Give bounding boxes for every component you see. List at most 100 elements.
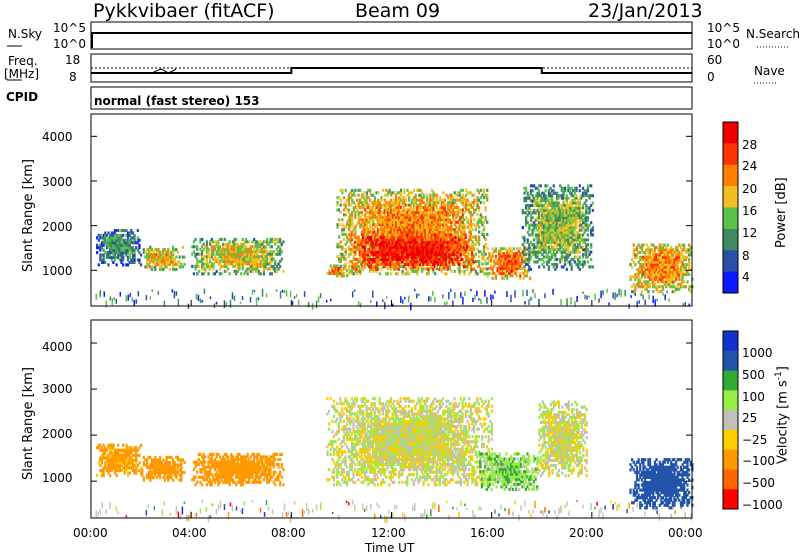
echo-cell — [355, 236, 357, 239]
echo-cell — [462, 189, 464, 192]
echo-cell — [592, 233, 594, 236]
echo-cell — [486, 189, 488, 192]
echo-cell — [210, 296, 212, 299]
echo-cell — [348, 208, 350, 211]
echo-cell — [377, 233, 379, 236]
cpid-panel-frame — [91, 87, 692, 109]
echo-cell — [248, 240, 250, 243]
echo-cell — [426, 194, 428, 197]
echo-cell — [556, 258, 558, 261]
echo-cell — [400, 189, 402, 192]
echo-cell — [338, 235, 340, 238]
echo-cell — [468, 260, 470, 263]
echo-cell — [543, 260, 545, 263]
freq-trace — [91, 68, 692, 73]
echo-cell — [575, 194, 577, 197]
echo-cell — [453, 263, 455, 266]
echo-cell — [444, 302, 446, 306]
echo-cell — [198, 295, 200, 301]
echo-cell — [590, 251, 592, 254]
echo-cell — [543, 265, 545, 268]
echo-cell — [590, 243, 592, 246]
echo-cell — [415, 194, 417, 197]
echo-cell — [112, 298, 114, 305]
echo-cell — [450, 289, 452, 292]
echo-cell — [494, 291, 496, 294]
echo-cell — [576, 296, 578, 302]
echo-cell — [354, 194, 356, 197]
echo-cell — [570, 297, 572, 304]
echo-cell — [458, 263, 460, 266]
echo-cell — [666, 291, 668, 294]
echo-cell — [516, 274, 518, 277]
echo-cell — [446, 302, 448, 305]
echo-cell — [478, 255, 480, 258]
echo-cell — [224, 300, 226, 308]
echo-cell — [668, 298, 670, 301]
echo-cell — [318, 296, 320, 302]
echo-cell — [266, 293, 268, 297]
echo-cell — [421, 233, 423, 236]
echo-cell — [442, 191, 444, 194]
echo-cell — [456, 256, 458, 259]
echo-cell — [606, 289, 608, 293]
echo-cell — [400, 296, 402, 303]
echo-cell — [582, 292, 584, 294]
echo-cell — [587, 260, 589, 263]
echo-cell — [382, 299, 384, 302]
echo-cell — [525, 253, 527, 256]
echo-cell — [481, 216, 483, 219]
echo-cell — [485, 260, 487, 263]
echo-cell — [523, 236, 525, 239]
echo-cell — [413, 189, 415, 192]
echo-cell — [478, 298, 480, 300]
echo-cell — [587, 216, 589, 219]
echo-cell — [133, 234, 135, 237]
echo-cell — [430, 296, 432, 301]
echo-cell — [377, 238, 379, 241]
echo-cell — [471, 243, 473, 246]
echo-cell — [634, 263, 636, 266]
echo-cell — [232, 292, 234, 299]
echo-cell — [474, 295, 476, 300]
echo-cell — [128, 295, 130, 301]
echo-cell — [483, 226, 485, 229]
echo-cell — [359, 189, 361, 192]
echo-cell — [207, 248, 209, 251]
echo-cell — [122, 263, 124, 266]
echo-cell — [641, 290, 643, 293]
echo-cell — [360, 303, 362, 308]
echo-cell — [506, 291, 508, 297]
echo-cell — [345, 262, 347, 265]
echo-cell — [357, 258, 359, 261]
echo-cell — [338, 223, 340, 226]
echo-cell — [227, 267, 229, 270]
echo-cell — [240, 272, 242, 275]
echo-cell — [579, 256, 581, 259]
echo-cell — [528, 299, 530, 305]
echo-cell — [355, 268, 357, 271]
echo-cell — [370, 236, 372, 239]
echo-cell — [250, 297, 252, 303]
echo-cell — [486, 297, 488, 304]
echo-cell — [414, 289, 416, 292]
echo-cell — [456, 233, 458, 236]
echo-cell — [220, 238, 222, 241]
echo-cell — [216, 270, 218, 273]
echo-cell — [397, 272, 399, 275]
echo-cell — [587, 233, 589, 236]
echo-cell — [146, 295, 148, 300]
echo-cell — [114, 297, 116, 300]
echo-cell — [386, 233, 388, 236]
echo-cell — [487, 247, 489, 250]
echo-cell — [402, 300, 404, 304]
echo-cell — [341, 245, 343, 248]
echo-cell — [633, 243, 635, 246]
echo-cell — [556, 263, 558, 266]
echo-cell — [294, 296, 296, 298]
echo-cell — [510, 295, 512, 302]
echo-cell — [546, 184, 548, 187]
echo-cell — [483, 201, 485, 204]
echo-cell — [100, 290, 102, 297]
echo-cell — [242, 296, 244, 300]
